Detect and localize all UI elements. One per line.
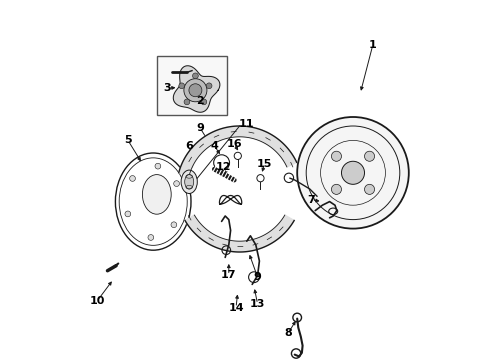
Text: 14: 14	[228, 303, 244, 313]
Text: 12: 12	[216, 162, 231, 172]
Circle shape	[173, 181, 179, 186]
Text: 9: 9	[254, 272, 262, 282]
Text: 4: 4	[211, 141, 219, 151]
Text: 1: 1	[369, 40, 377, 50]
Circle shape	[125, 211, 131, 217]
Polygon shape	[173, 66, 220, 112]
Text: 8: 8	[284, 328, 292, 338]
Text: 10: 10	[90, 296, 105, 306]
Text: 13: 13	[250, 299, 265, 309]
Circle shape	[189, 84, 202, 97]
Text: 6: 6	[185, 141, 193, 151]
Circle shape	[342, 161, 365, 184]
Circle shape	[193, 73, 198, 79]
Circle shape	[184, 79, 207, 102]
Circle shape	[206, 83, 212, 89]
Circle shape	[184, 99, 190, 105]
Circle shape	[155, 163, 161, 169]
Ellipse shape	[143, 175, 171, 214]
Ellipse shape	[185, 175, 194, 189]
Ellipse shape	[181, 170, 197, 194]
Polygon shape	[179, 126, 297, 175]
Text: 17: 17	[221, 270, 237, 280]
Text: 2: 2	[196, 96, 204, 106]
Text: 16: 16	[226, 139, 242, 149]
Text: 7: 7	[308, 195, 316, 205]
Circle shape	[171, 222, 177, 228]
Text: 3: 3	[164, 83, 171, 93]
Text: 5: 5	[124, 135, 132, 145]
Text: 9: 9	[196, 123, 204, 133]
Bar	[157, 56, 227, 115]
Text: 11: 11	[239, 119, 254, 129]
Circle shape	[331, 151, 342, 161]
Text: 15: 15	[257, 159, 272, 169]
Circle shape	[365, 151, 374, 161]
Polygon shape	[185, 215, 294, 252]
Circle shape	[201, 99, 207, 105]
Circle shape	[179, 83, 185, 89]
Circle shape	[297, 117, 409, 229]
Circle shape	[148, 235, 154, 240]
Circle shape	[331, 184, 342, 194]
Circle shape	[130, 176, 135, 181]
Circle shape	[365, 184, 374, 194]
